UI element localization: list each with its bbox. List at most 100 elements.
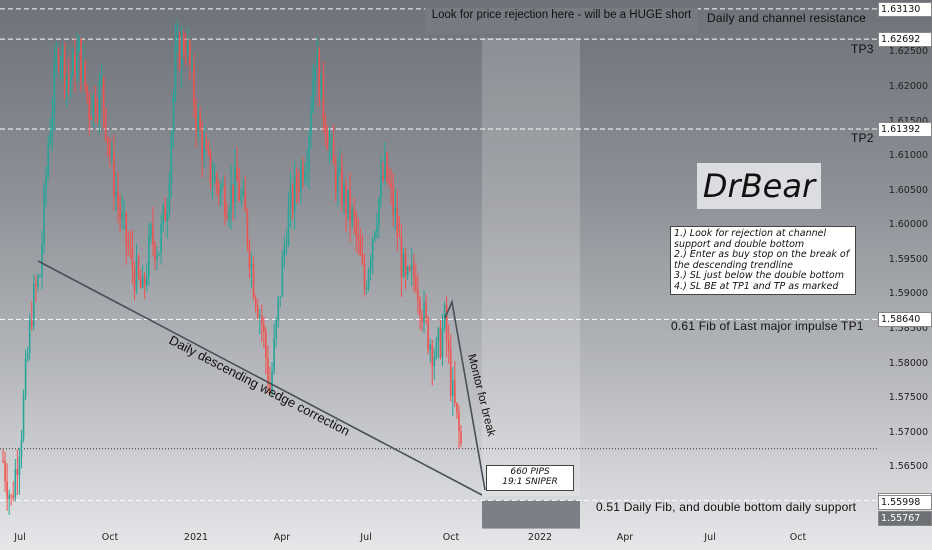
candle-body	[408, 267, 411, 270]
candle-body	[111, 153, 113, 156]
price-tick-label: 1.58500	[888, 323, 928, 335]
candle-body	[367, 270, 370, 289]
candle-body	[137, 257, 140, 277]
candle-body	[14, 469, 17, 498]
candle-body	[65, 75, 68, 87]
candle-body	[201, 129, 204, 159]
candle-body	[125, 213, 128, 245]
candle-body	[72, 52, 74, 76]
risk-reward: 19:1 SNIPER	[502, 477, 558, 487]
candle-body	[458, 411, 460, 432]
price-tick-label: 1.62000	[888, 80, 928, 92]
candle-body	[78, 38, 80, 52]
candle-body	[119, 204, 121, 218]
candle-body	[306, 169, 308, 174]
candle-body	[211, 181, 214, 183]
candle-body	[318, 50, 321, 101]
candle-body	[361, 254, 364, 264]
candle-body	[423, 301, 425, 323]
candle-body	[63, 49, 66, 87]
plan-line: 3.) SL just below the double bottom	[674, 270, 844, 281]
candle-body	[330, 138, 333, 143]
candle-body	[55, 54, 58, 65]
candle-body	[297, 187, 300, 191]
candle-body	[226, 215, 228, 219]
candle-body	[184, 52, 187, 54]
candle-body	[148, 236, 150, 278]
pips-value: 660 PIPS	[510, 467, 550, 477]
candle-body	[67, 75, 70, 82]
candle-body	[178, 36, 181, 69]
candle-body	[80, 38, 82, 81]
candle-body	[460, 431, 462, 444]
price-tick-label: 1.59000	[888, 288, 928, 300]
candle-body	[435, 341, 438, 358]
plan-line: support and double bottom	[674, 238, 805, 250]
candle-body	[69, 75, 72, 82]
candle-body	[382, 175, 384, 180]
candle-body	[150, 225, 152, 237]
time-tick-label: 2021	[183, 532, 209, 543]
candle-body	[267, 358, 269, 385]
candle-body	[209, 151, 212, 183]
time-tick-label: Oct	[789, 532, 807, 543]
candle-body	[404, 253, 407, 276]
price-tick-label: 1.57000	[888, 426, 928, 438]
price-tick-label: 1.60500	[888, 184, 928, 196]
candle-body	[47, 144, 49, 176]
price-tick-label: 1.61500	[889, 116, 928, 127]
candle-body	[238, 180, 240, 201]
candle-body	[10, 495, 13, 497]
price-level-label: 1.55998	[878, 495, 932, 511]
candle-body	[324, 119, 327, 136]
candle-body	[230, 185, 232, 212]
candle-body	[415, 277, 417, 291]
candle-body	[57, 54, 60, 66]
candle-body	[205, 142, 208, 148]
candle-body	[92, 95, 95, 120]
candle-body	[129, 247, 132, 249]
wedge-label: Daily descending wedge correction	[167, 332, 353, 438]
candle-body	[392, 187, 395, 215]
candle-body	[133, 269, 136, 291]
candle-body	[291, 189, 294, 212]
candle-body	[236, 166, 238, 181]
candle-body	[53, 64, 56, 114]
price-level-label: 1.58640	[878, 312, 932, 328]
candle-body	[439, 328, 442, 358]
candle-body	[425, 301, 427, 319]
candle-body	[441, 327, 444, 358]
candle-body	[98, 80, 101, 115]
candle-body	[37, 276, 39, 287]
candle-body	[451, 380, 454, 396]
candle-body	[176, 36, 179, 44]
candle-body	[443, 304, 446, 328]
candle-body	[419, 299, 421, 317]
candle-body	[269, 384, 271, 393]
plan-line: the descending trendline	[674, 259, 793, 271]
plan-line: 2.) Enter as buy stop on the break of	[674, 249, 850, 260]
candle-body	[139, 276, 142, 288]
candle-body	[289, 189, 292, 209]
candle-body	[82, 60, 84, 81]
candle-body	[437, 328, 440, 342]
candle-body	[417, 290, 419, 300]
candle-body	[22, 395, 25, 439]
candle-body	[84, 60, 86, 86]
candle-body	[213, 174, 216, 182]
candle-body	[365, 288, 368, 290]
candle-body	[256, 305, 259, 318]
candle-body	[295, 175, 298, 188]
candle-body	[106, 137, 109, 145]
candle-body	[285, 245, 288, 247]
candle-body	[336, 170, 339, 191]
candle-body	[445, 304, 448, 341]
candle-body	[59, 64, 62, 66]
price-level-label: 1.63130	[878, 1, 932, 17]
candle-body	[263, 323, 265, 333]
candle-body	[127, 244, 130, 248]
time-tick-label: 2022	[527, 532, 553, 543]
candle-body	[384, 152, 386, 180]
